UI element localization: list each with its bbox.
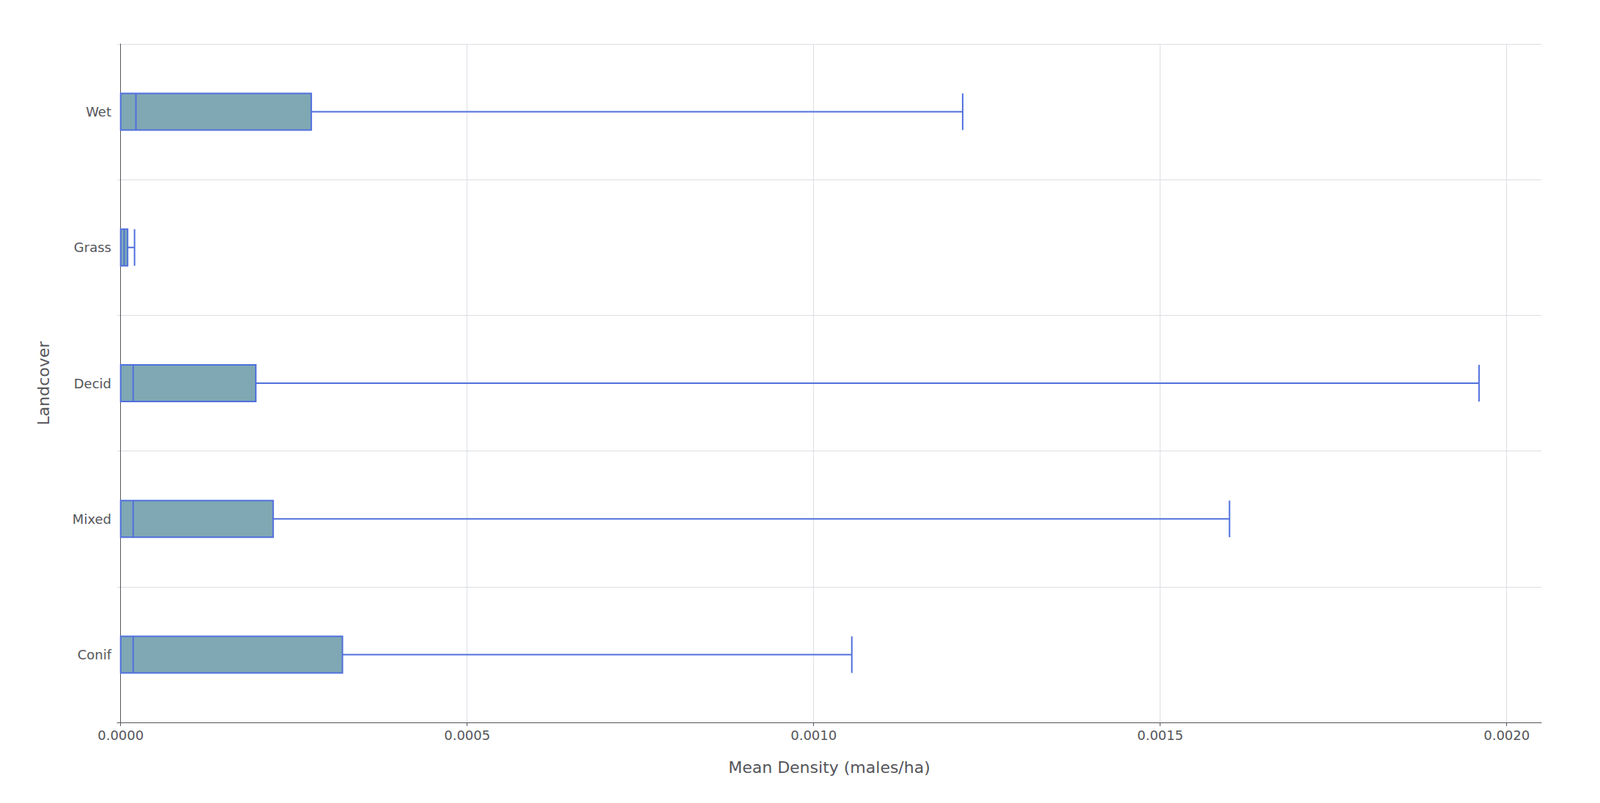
svg-text:0.0010: 0.0010	[790, 727, 837, 743]
svg-text:Mixed: Mixed	[72, 511, 112, 527]
svg-text:0.0005: 0.0005	[443, 727, 491, 743]
svg-text:Grass: Grass	[73, 239, 112, 255]
svg-text:Conif: Conif	[77, 646, 113, 663]
svg-text:Landcover: Landcover	[34, 340, 53, 426]
svg-text:Mean Density (males/ha): Mean Density (males/ha)	[728, 758, 931, 777]
svg-text:Wet: Wet	[85, 104, 112, 120]
svg-text:0.0015: 0.0015	[1136, 727, 1184, 743]
svg-text:Decid: Decid	[73, 375, 112, 392]
svg-text:0.0020: 0.0020	[1483, 727, 1530, 743]
svg-text:0.0000: 0.0000	[97, 727, 144, 743]
